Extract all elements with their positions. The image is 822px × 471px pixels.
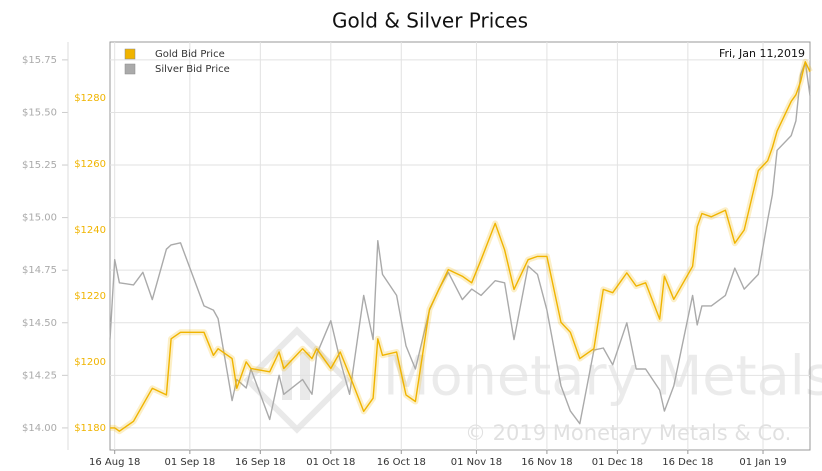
x-tick-label: 16 Oct 18 — [377, 457, 426, 468]
plot-area — [109, 41, 811, 451]
x-tick-label: 16 Dec 18 — [662, 457, 713, 468]
x-tick-label: 16 Nov 18 — [521, 457, 572, 468]
x-tick-label: 01 Sep 18 — [165, 457, 216, 468]
y2-tick-label: $1180 — [74, 423, 106, 434]
y-tick-label: $14.00 — [22, 423, 57, 434]
watermark-logo — [243, 326, 351, 434]
y-tick-label: $15.50 — [22, 107, 57, 118]
y-tick-label: $14.50 — [22, 318, 57, 329]
y-tick-label: $15.25 — [22, 160, 57, 171]
y-tick-label: $15.00 — [22, 213, 57, 224]
x-tick-label: 01 Oct 18 — [306, 457, 355, 468]
y2-tick-label: $1260 — [74, 159, 106, 170]
y2-tick-label: $1240 — [74, 225, 106, 236]
y2-tick-label: $1200 — [74, 357, 106, 368]
y2-tick-label: $1220 — [74, 291, 106, 302]
y2-tick-label: $1280 — [74, 93, 106, 104]
x-tick-label: 01 Jan 19 — [739, 457, 786, 468]
legend-swatch — [124, 63, 136, 75]
y-tick-label: $14.75 — [22, 265, 57, 276]
watermark-text: Monetary Metals — [383, 345, 822, 408]
y-tick-label: $14.25 — [22, 370, 57, 381]
series-line — [109, 61, 811, 425]
y-tick-label: $15.75 — [22, 55, 57, 66]
legend-label: Gold Bid Price — [155, 49, 225, 60]
date-annotation: Fri, Jan 11,2019 — [719, 47, 805, 60]
x-tick-label: 01 Dec 18 — [592, 457, 643, 468]
series-line — [110, 61, 811, 432]
chart-title: Gold & Silver Prices — [332, 9, 528, 33]
x-tick-label: 01 Nov 18 — [451, 457, 502, 468]
x-tick-label: 16 Aug 18 — [89, 457, 140, 468]
legend-swatch — [124, 48, 136, 60]
legend-label: Silver Bid Price — [155, 64, 230, 75]
copyright-text: © 2019 Monetary Metals & Co. — [465, 421, 791, 445]
x-tick-label: 16 Sep 18 — [235, 457, 286, 468]
